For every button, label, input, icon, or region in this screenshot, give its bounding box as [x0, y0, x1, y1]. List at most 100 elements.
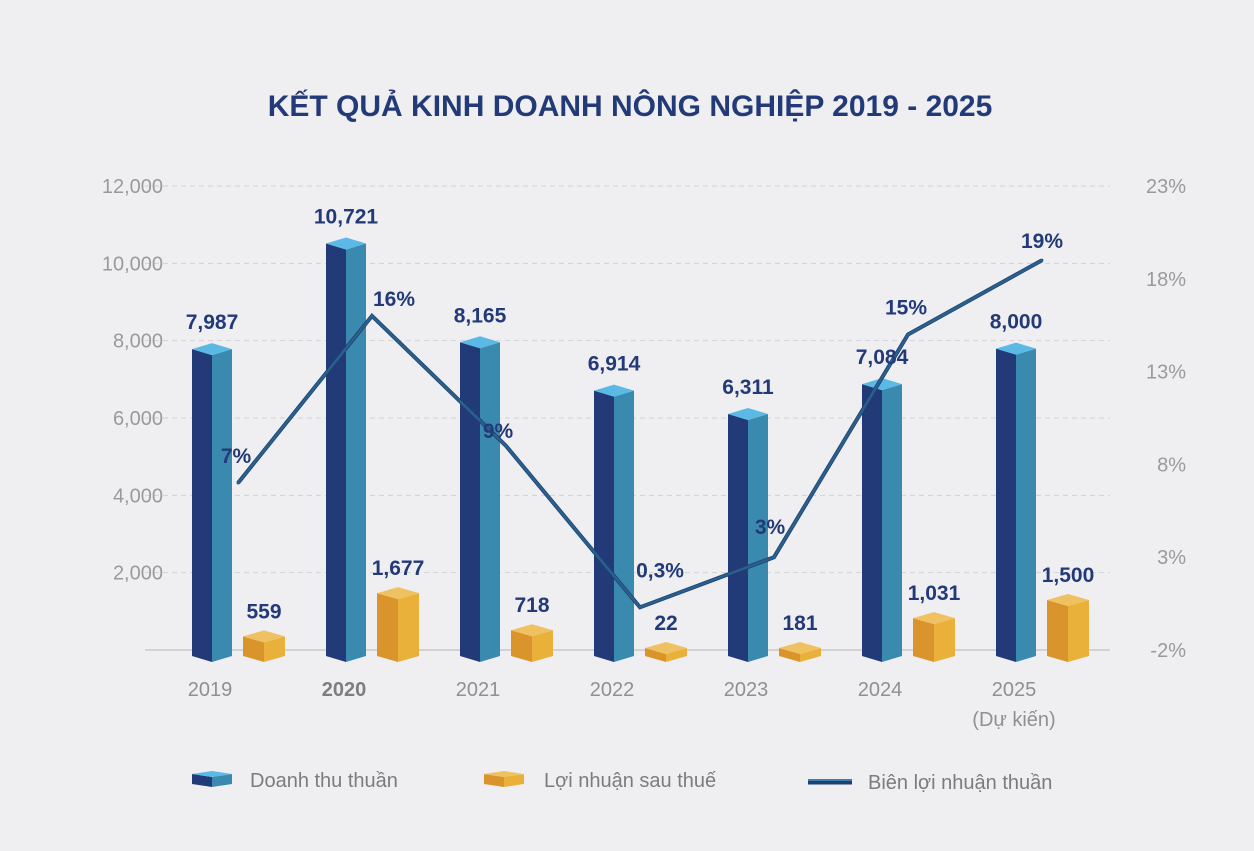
y-right-tick-label: 3% — [1157, 547, 1186, 569]
bar-top-face — [326, 237, 366, 250]
bar-front-face — [913, 618, 934, 662]
revenue-bar — [326, 237, 366, 663]
margin-point — [370, 314, 374, 318]
bar-side-face — [666, 648, 687, 662]
revenue-value-label: 6,914 — [588, 353, 641, 376]
y-left-tick-label: 8,000 — [113, 331, 163, 353]
revenue-bar — [192, 343, 232, 662]
bar-front-face — [192, 349, 212, 662]
revenue-value-label: 6,311 — [722, 376, 774, 399]
bar-top-face — [996, 342, 1036, 355]
bar-front-face — [594, 390, 614, 662]
bar-top-face — [460, 336, 500, 349]
y-left-tick-label: 10,000 — [102, 253, 163, 275]
profit-value-label: 1,031 — [908, 582, 961, 605]
profit-bar — [913, 612, 955, 662]
y-left-tick-label: 12,000 — [102, 176, 163, 198]
bar-top-face — [377, 587, 419, 600]
y-right-tick-label: -2% — [1150, 640, 1186, 662]
bar-top-face — [594, 384, 634, 397]
profit-bar — [1047, 594, 1089, 662]
margin-value-label: 7% — [221, 445, 252, 468]
bar-top-face — [728, 407, 768, 420]
profit-value-label: 22 — [654, 612, 677, 635]
margin-value-label: 3% — [755, 516, 786, 539]
swatch-top — [192, 771, 232, 777]
bar-side-face — [1068, 600, 1089, 662]
bar-top-face — [913, 612, 955, 625]
revenue-bar — [594, 384, 634, 662]
bar-side-face — [1016, 348, 1036, 662]
swatch-side — [212, 774, 232, 787]
margin-value-label: 0,3% — [636, 559, 684, 582]
y-right-tick-label: 13% — [1146, 362, 1186, 384]
x-tick-label: 2022 — [590, 679, 635, 701]
bar-front-face — [645, 648, 666, 662]
bar-front-face — [326, 243, 346, 663]
y-left-tick-label: 4,000 — [113, 485, 163, 507]
x-tick-label: 2023 — [724, 679, 769, 701]
x-tick-label: 2021 — [456, 679, 501, 701]
margin-value-label: 15% — [885, 296, 927, 319]
revenue-value-label: 7,084 — [856, 346, 909, 369]
margin-point — [772, 555, 776, 559]
revenue-bar — [728, 407, 768, 662]
bar-side-face — [264, 636, 285, 662]
legend-label-revenue: Doanh thu thuần — [250, 770, 398, 792]
chart-title: KẾT QUẢ KINH DOANH NÔNG NGHIỆP 2019 - 20… — [268, 89, 993, 123]
legend-swatch — [484, 771, 524, 787]
bar-front-face — [779, 648, 800, 662]
bar-top-face — [511, 624, 553, 637]
margin-point — [906, 332, 910, 336]
profit-value-label: 181 — [782, 612, 817, 635]
profit-value-label: 1,500 — [1042, 564, 1095, 587]
profit-value-label: 559 — [246, 600, 281, 623]
revenue-bar — [460, 336, 500, 662]
margin-point — [638, 605, 642, 609]
x-tick-label: 2019 — [188, 679, 233, 701]
margin-value-label: 16% — [373, 288, 415, 311]
bar-front-face — [377, 593, 398, 662]
bar-side-face — [934, 618, 955, 662]
swatch-top — [484, 771, 524, 777]
revenue-value-label: 10,721 — [314, 205, 379, 228]
bar-side-face — [212, 349, 232, 662]
bar-side-face — [532, 630, 553, 662]
bar-side-face — [800, 648, 821, 662]
legend-swatch — [192, 771, 232, 787]
margin-value-label: 19% — [1021, 230, 1063, 253]
revenue-bar — [996, 342, 1036, 662]
bar-front-face — [1047, 600, 1068, 662]
x-tick-label: 2020 — [322, 679, 367, 701]
bar-front-face — [862, 384, 882, 662]
bar-front-face — [728, 413, 748, 662]
margin-point — [504, 444, 508, 448]
margin-point — [1040, 258, 1044, 262]
bar-top-face — [243, 630, 285, 643]
revenue-bar — [862, 378, 902, 662]
bar-top-face — [192, 343, 232, 356]
bar-side-face — [882, 384, 902, 662]
bar-top-face — [779, 642, 821, 654]
y-right-tick-label: 23% — [1146, 176, 1186, 198]
bar-side-face — [480, 342, 500, 662]
bar-side-face — [614, 390, 634, 662]
bar-side-face — [748, 413, 768, 662]
bar-front-face — [460, 342, 480, 662]
profit-bar — [645, 642, 687, 662]
y-left-tick-label: 2,000 — [113, 563, 163, 585]
bar-front-face — [243, 636, 264, 662]
revenue-value-label: 8,165 — [454, 304, 507, 327]
profit-bar — [377, 587, 419, 662]
profit-value-label: 718 — [514, 594, 549, 617]
profit-value-label: 1,677 — [372, 557, 425, 580]
x-tick-label: 2024 — [858, 679, 903, 701]
bar-side-face — [398, 593, 419, 662]
margin-point — [236, 481, 240, 485]
swatch-front — [484, 774, 504, 787]
swatch-front — [192, 774, 212, 787]
swatch-side — [504, 774, 524, 787]
bar-top-face — [1047, 594, 1089, 606]
revenue-value-label: 7,987 — [186, 311, 239, 334]
